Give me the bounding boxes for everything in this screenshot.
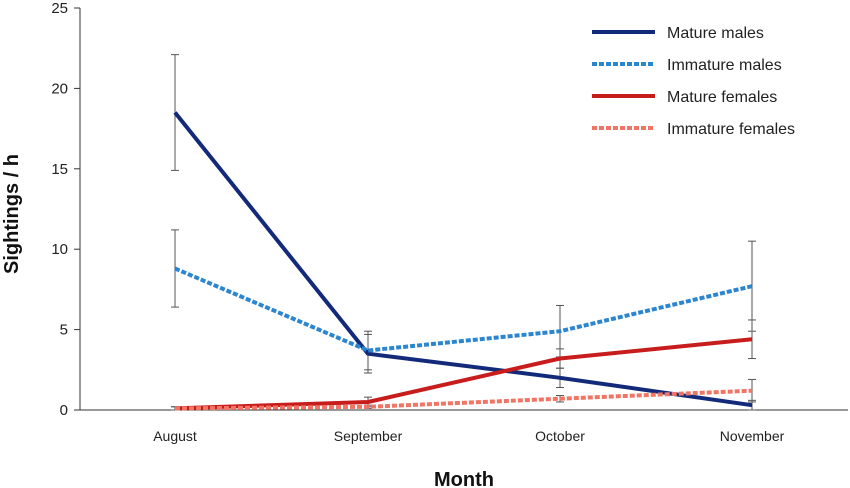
immature-females-line — [174, 388, 753, 411]
x-tick-label: November — [720, 428, 785, 444]
y-tick-label: 5 — [60, 322, 68, 339]
series-group — [171, 54, 756, 411]
y-axis-ticks: 0 5 10 15 20 25 — [51, 0, 80, 419]
x-tick-label: October — [535, 428, 585, 444]
y-tick-label: 0 — [60, 402, 68, 419]
y-tick-label: 20 — [51, 80, 68, 97]
legend-label-immature-females: Immature females — [667, 121, 795, 138]
y-tick-label: 15 — [51, 161, 68, 178]
mature-males-line — [173, 111, 753, 408]
y-tick-label: 10 — [51, 241, 68, 258]
y-axis-title: Sightings / h — [1, 154, 23, 274]
mature-females-line — [174, 337, 753, 411]
y-tick-label: 25 — [51, 0, 68, 17]
legend-label-mature-males: Mature males — [667, 25, 764, 42]
x-axis-title: Month — [434, 469, 494, 488]
x-tick-label: September — [334, 428, 403, 444]
x-tick-label: August — [153, 428, 197, 444]
legend-label-immature-males: Immature males — [667, 57, 782, 74]
legend-label-mature-females: Mature females — [667, 89, 777, 106]
legend: Mature males Immature males Mature females… — [592, 25, 795, 138]
immature-males-line — [174, 266, 753, 353]
x-axis-ticks: August September October November — [153, 428, 784, 444]
